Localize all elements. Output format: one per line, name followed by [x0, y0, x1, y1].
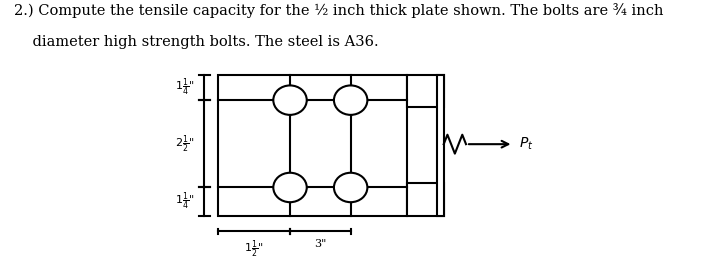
Ellipse shape	[334, 85, 367, 115]
Text: $1\frac{1}{4}$": $1\frac{1}{4}$"	[175, 191, 194, 212]
Bar	[408, 75, 444, 107]
Ellipse shape	[273, 85, 307, 115]
Ellipse shape	[273, 173, 307, 202]
Bar	[408, 183, 444, 216]
Text: diameter high strength bolts. The steel is A36.: diameter high strength bolts. The steel …	[14, 35, 379, 49]
Bar	[437, 75, 444, 216]
Bar	[218, 75, 408, 216]
Text: $2\frac{1}{2}$": $2\frac{1}{2}$"	[175, 133, 194, 155]
Text: $1\frac{1}{4}$": $1\frac{1}{4}$"	[175, 77, 194, 98]
Text: $1\frac{1}{2}$": $1\frac{1}{2}$"	[244, 239, 264, 260]
Text: 2.) Compute the tensile capacity for the ½ inch thick plate shown. The bolts are: 2.) Compute the tensile capacity for the…	[14, 3, 664, 17]
Text: $P_t$: $P_t$	[519, 136, 533, 152]
Text: 3": 3"	[314, 239, 326, 249]
Ellipse shape	[334, 173, 367, 202]
